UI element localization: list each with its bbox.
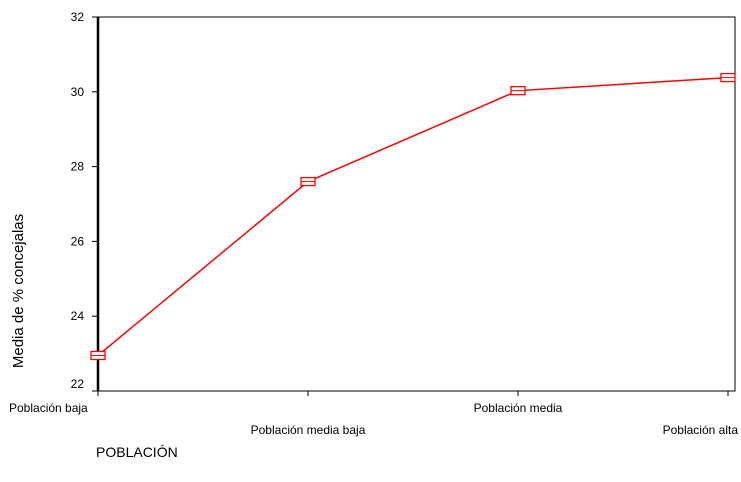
y-axis-ticks: 22 24 26 28 30 32 bbox=[71, 10, 98, 392]
y-tick-label: 28 bbox=[71, 160, 85, 174]
y-tick-label: 32 bbox=[71, 10, 85, 24]
y-tick-label: 30 bbox=[71, 85, 85, 99]
x-tick-label: Población media bbox=[474, 401, 563, 415]
x-tick-label: Población baja bbox=[9, 401, 88, 415]
y-tick-label: 24 bbox=[71, 309, 85, 323]
x-tick-label: Población alta bbox=[663, 423, 739, 437]
y-tick-label: 22 bbox=[71, 377, 85, 391]
y-axis-title: Media de % concejalas bbox=[10, 214, 27, 368]
x-axis-title: POBLACIÓN bbox=[96, 444, 178, 460]
x-tick-label: Población media baja bbox=[251, 423, 366, 437]
series-layer bbox=[90, 72, 736, 361]
plot-frame bbox=[97, 16, 736, 392]
x-axis-ticks: Población baja Población media baja Poblac… bbox=[9, 391, 738, 437]
y-tick-label: 26 bbox=[71, 234, 85, 248]
series-line bbox=[97, 76, 729, 357]
